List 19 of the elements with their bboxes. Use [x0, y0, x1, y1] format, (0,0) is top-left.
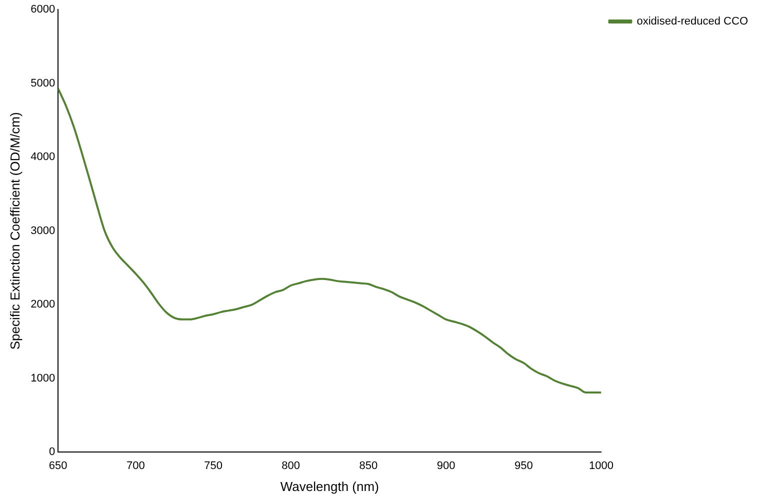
x-tick-label: 650 [48, 460, 68, 472]
y-tick-label: 5000 [30, 77, 56, 90]
x-tick-label: 750 [204, 460, 222, 472]
x-tick-label: 900 [436, 460, 456, 472]
y-tick-label: 1000 [30, 372, 56, 384]
line-series [58, 88, 602, 394]
x-tick-label: 700 [126, 460, 145, 472]
x-tick-label: 950 [514, 460, 533, 472]
y-tick-label: 2000 [30, 298, 56, 311]
y-tick-label: 3000 [30, 224, 56, 237]
legend-label: oxidised-reduced CCO [636, 16, 748, 28]
x-tick-label: 1000 [588, 460, 614, 472]
x-tick-label: 800 [282, 460, 300, 472]
y-axis-title: Specific Extinction Coefficient (OD/M/cm) [7, 112, 22, 350]
y-tick-label: 6000 [30, 4, 56, 16]
x-tick-label: 850 [359, 460, 378, 472]
y-tick-label: 0 [48, 446, 56, 458]
y-tick-label: 4000 [30, 151, 56, 164]
x-axis-title: Wavelength (nm) [280, 478, 379, 494]
